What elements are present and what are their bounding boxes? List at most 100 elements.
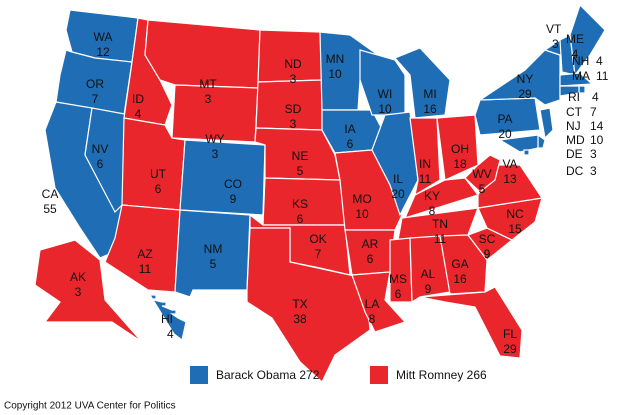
state-votes: 4 (592, 90, 599, 104)
state-abbr: NY (517, 72, 534, 86)
legend-swatch (190, 366, 208, 384)
state-votes: 6 (395, 287, 402, 301)
legend-label: Barack Obama 272 (216, 368, 320, 382)
state-abbr: MN (326, 52, 345, 66)
state-abbr: OH (451, 142, 469, 156)
state-abbr: UT (150, 167, 167, 181)
state-abbr: IN (419, 157, 431, 171)
state-shape (34, 239, 143, 343)
state-shape (419, 286, 523, 359)
state-abbr: AZ (137, 247, 152, 261)
state-abbr: NC (506, 207, 524, 221)
state-votes: 16 (453, 272, 467, 286)
state-votes: 3 (205, 92, 212, 106)
state-abbr: NE (292, 149, 309, 163)
state-shape (523, 149, 530, 156)
state-votes: 4 (572, 47, 579, 61)
state-abbr: AR (362, 237, 379, 251)
state-abbr: IA (344, 122, 355, 136)
state-abbr: WI (378, 87, 393, 101)
state-shape (371, 111, 419, 217)
state-votes: 10 (378, 102, 392, 116)
state-votes: 10 (355, 207, 369, 221)
state-abbr: DC (566, 164, 584, 178)
state-votes: 38 (293, 312, 307, 326)
state-votes: 7 (92, 92, 99, 106)
state-abbr: CT (566, 105, 583, 119)
state-abbr: MT (199, 77, 217, 91)
state-votes: 20 (498, 127, 512, 141)
state-shape (409, 117, 441, 197)
state-votes: 5 (297, 164, 304, 178)
state-votes: 7 (315, 247, 322, 261)
state-abbr: TN (432, 217, 448, 231)
state-abbr: CA (42, 187, 59, 201)
state-votes: 3 (212, 147, 219, 161)
state-abbr: NH (572, 54, 589, 68)
state-abbr: DE (566, 147, 583, 161)
state-votes: 16 (423, 102, 437, 116)
state-abbr: GA (451, 257, 468, 271)
state-votes: 12 (96, 45, 110, 59)
state-abbr: WY (205, 132, 224, 146)
state-votes: 6 (97, 157, 104, 171)
state-votes: 6 (367, 252, 374, 266)
state-abbr: ND (284, 57, 302, 71)
state-shape (498, 134, 539, 153)
state-shape (403, 177, 479, 219)
state-abbr: NJ (566, 119, 581, 133)
state-abbr: ID (132, 92, 144, 106)
state-votes: 6 (155, 182, 162, 196)
state-votes: 7 (590, 105, 597, 119)
state-votes: 8 (429, 204, 436, 218)
state-votes: 11 (596, 69, 609, 83)
state-votes: 9 (425, 282, 432, 296)
state-votes: 5 (210, 257, 217, 271)
state-shape (84, 107, 131, 214)
state-abbr: ME (566, 32, 584, 46)
state-votes: 9 (230, 192, 237, 206)
copyright: Copyright 2012 UVA Center for Politics (4, 401, 176, 412)
state-votes: 18 (453, 157, 467, 171)
state-abbr: NM (204, 242, 223, 256)
state-votes: 29 (503, 342, 517, 356)
state-votes: 10 (328, 67, 342, 81)
state-abbr: LA (365, 297, 380, 311)
state-votes: 3 (552, 37, 559, 51)
legend-label: Mitt Romney 266 (396, 368, 487, 382)
state-votes: 13 (503, 172, 517, 186)
state-abbr: VT (546, 22, 562, 36)
state-abbr: KY (424, 189, 440, 203)
state-shape (569, 3, 606, 77)
state-votes: 3 (290, 72, 297, 86)
state-abbr: OK (309, 232, 326, 246)
state-abbr: RI (568, 90, 580, 104)
state-abbr: FL (503, 327, 517, 341)
state-abbr: SC (479, 232, 496, 246)
state-shape (559, 85, 580, 97)
state-shape (148, 294, 187, 342)
state-abbr: PA (497, 112, 512, 126)
state-abbr: MA (572, 69, 590, 83)
state-votes: 3 (590, 164, 597, 178)
state-votes: 3 (590, 147, 597, 161)
state-abbr: SD (285, 102, 302, 116)
state-shape (246, 227, 371, 383)
state-abbr: KS (292, 197, 308, 211)
state-abbr: WA (94, 30, 113, 44)
state-votes: 11 (139, 262, 152, 276)
state-votes: 6 (347, 137, 354, 151)
state-votes: 14 (590, 119, 604, 133)
state-shape (179, 139, 266, 216)
state-abbr: MD (566, 133, 585, 147)
state-votes: 3 (75, 285, 82, 299)
state-abbr: VA (502, 157, 517, 171)
state-abbr: IL (393, 172, 403, 186)
state-votes: 11 (434, 232, 447, 246)
state-abbr: OR (86, 77, 104, 91)
state-votes: 3 (290, 117, 297, 131)
state-shape (539, 107, 554, 140)
state-votes: 8 (369, 312, 376, 326)
state-abbr: HI (161, 312, 173, 326)
